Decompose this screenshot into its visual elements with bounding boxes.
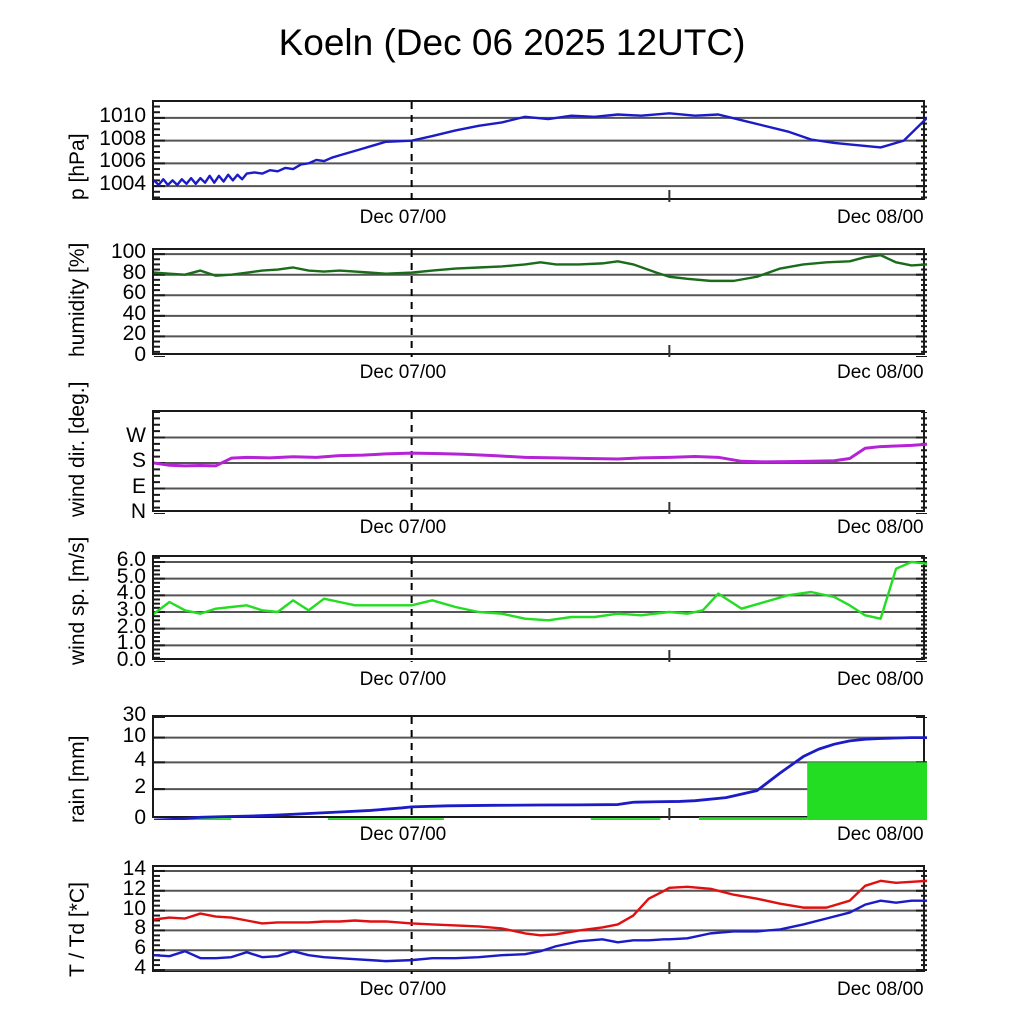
x-tick-label: Dec 08/00 xyxy=(837,517,924,538)
plot-area-pressure xyxy=(152,100,927,202)
y-tick-label: 4 xyxy=(134,748,146,772)
y-tick-label: 5.0 xyxy=(116,564,146,588)
y-tick-label: 10 xyxy=(122,723,146,747)
y-tick-label: 80 xyxy=(122,260,146,284)
plot-area-wind_dir xyxy=(152,410,927,514)
y-tick-label: N xyxy=(130,500,146,523)
y-tick-label: 2 xyxy=(134,775,146,799)
y-tick-label: E xyxy=(131,474,146,498)
y-tick-label: 30 xyxy=(122,703,146,726)
y-tick-label: W xyxy=(126,423,146,447)
plot-area-wind_speed xyxy=(152,555,927,662)
y-tick-label: 4.0 xyxy=(116,581,146,605)
x-tick-label: Dec 07/00 xyxy=(359,517,447,538)
y-tick-label: 3.0 xyxy=(116,598,146,621)
y-tick-label: 0 xyxy=(134,806,146,829)
plot-svg-humidity xyxy=(154,250,927,357)
y-tick-label: 100 xyxy=(110,240,146,264)
plot-svg-wind_speed xyxy=(154,557,927,662)
plot-svg-wind_dir xyxy=(154,412,927,514)
y-tick-label: 8 xyxy=(134,916,146,940)
x-tick-label: Dec 08/00 xyxy=(837,979,924,1000)
y-tick-label: 1008 xyxy=(99,126,146,150)
x-tick-label: Dec 08/00 xyxy=(837,669,924,690)
y-tick-label: 20 xyxy=(122,322,146,346)
y-tick-label: 1006 xyxy=(99,149,146,173)
plot-area-humidity xyxy=(152,248,927,357)
y-tick-label: 6.0 xyxy=(116,548,146,571)
y-tick-label: 1004 xyxy=(99,172,146,196)
y-tick-label: 6 xyxy=(134,936,146,960)
plot-svg-rain xyxy=(154,717,927,820)
y-tick-label: S xyxy=(131,449,146,472)
y-tick-label: 1.0 xyxy=(116,631,146,655)
x-tick-label: Dec 07/00 xyxy=(359,979,447,1000)
y-tick-label: 40 xyxy=(122,301,146,325)
y-tick-label: 14 xyxy=(122,856,146,880)
x-tick-label: Dec 07/00 xyxy=(359,207,447,228)
y-tick-label: 2.0 xyxy=(116,614,146,638)
plot-svg-pressure xyxy=(154,102,927,202)
y-tick-label: 60 xyxy=(122,281,146,305)
x-tick-label: Dec 08/00 xyxy=(837,362,924,383)
plot-svg-temperature xyxy=(154,867,927,974)
plot-area-rain xyxy=(152,715,927,820)
y-tick-label: 0 xyxy=(134,343,146,366)
y-tick-label: 4 xyxy=(134,956,146,980)
y-tick-label: 1010 xyxy=(99,103,146,127)
x-tick-label: Dec 08/00 xyxy=(837,824,924,845)
x-tick-label: Dec 07/00 xyxy=(359,669,447,690)
x-tick-label: Dec 07/00 xyxy=(359,824,447,845)
x-tick-label: Dec 07/00 xyxy=(359,362,447,383)
y-tick-label: 0.0 xyxy=(116,648,146,671)
y-tick-label: 10 xyxy=(122,896,146,920)
y-tick-label: 12 xyxy=(122,876,146,900)
page-title: Koeln (Dec 06 2025 12UTC) xyxy=(278,22,746,63)
plot-area-temperature xyxy=(152,865,927,974)
x-tick-label: Dec 08/00 xyxy=(837,207,924,228)
